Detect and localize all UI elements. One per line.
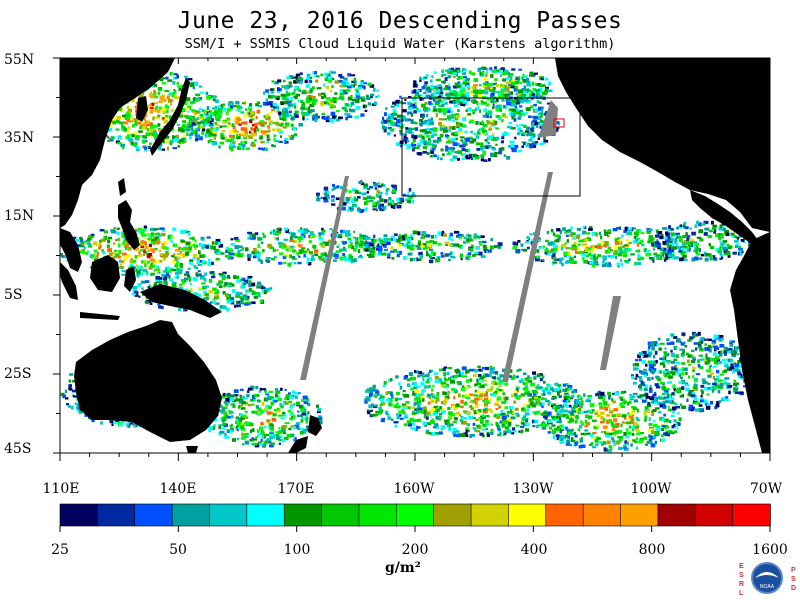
- colorbar-cell: [694, 503, 734, 527]
- missing-swath-1: [300, 176, 349, 380]
- logo-letter-d: D: [791, 585, 796, 592]
- land-sulawesi: [124, 266, 136, 292]
- colorbar-cell: [396, 503, 435, 527]
- latitude-label-15n: 15N: [4, 208, 35, 224]
- colorbar-cell: [134, 503, 173, 527]
- land-north-america: [555, 58, 770, 232]
- land-central-america: [690, 190, 758, 244]
- colorbar-unit: g/m²: [385, 560, 421, 576]
- colorbar-cell: [358, 503, 398, 527]
- colorbar-cell: [283, 503, 323, 527]
- colorbar-cell: [59, 503, 99, 527]
- land-australia: [74, 320, 222, 442]
- latitude-label-25s: 25S: [4, 366, 32, 382]
- colorbar-cell: [246, 503, 286, 527]
- colorbar-cell: [470, 503, 510, 527]
- colorbar-cell: [209, 503, 248, 527]
- colorbar-cell: [97, 503, 136, 527]
- colorbar-cell: [620, 503, 659, 527]
- missing-swath-2: [502, 172, 553, 382]
- colorbar-cell: [508, 503, 547, 527]
- colorbar-cell: [433, 503, 472, 527]
- land-new-guinea: [140, 284, 222, 318]
- land-borneo: [90, 255, 120, 292]
- latitude-label-55n: 55N: [4, 52, 35, 68]
- land-new-zealand-south: [288, 436, 308, 453]
- colorbar: [59, 503, 771, 527]
- longitude-label-140e: 140E: [159, 481, 197, 497]
- land-philippines: [118, 200, 140, 250]
- land-korea: [136, 96, 148, 122]
- colorbar-label-25: 25: [51, 542, 69, 558]
- colorbar-cell: [321, 503, 360, 527]
- logo-letter-r: R: [739, 581, 744, 588]
- longitude-label-100w: 100W: [630, 481, 672, 497]
- latitude-label-35n: 35N: [4, 130, 35, 146]
- colorbar-cell: [582, 503, 622, 527]
- land-taiwan: [118, 178, 126, 196]
- land-asia: [60, 58, 175, 228]
- colorbar-label-50: 50: [169, 542, 187, 558]
- colorbar-cell: [657, 503, 697, 527]
- colorbar-label-200: 200: [401, 542, 429, 558]
- land-indochina: [60, 228, 82, 272]
- logo-letter-s2: S: [791, 576, 796, 583]
- logo-emblem-text: NOAA: [760, 584, 775, 590]
- colorbar-cell: [545, 503, 584, 527]
- land-south-america: [730, 232, 770, 453]
- longitude-label-170e: 170E: [277, 481, 315, 497]
- missing-swath-3: [600, 296, 621, 370]
- land-sumatra: [60, 262, 78, 300]
- latitude-label-45s: 45S: [4, 441, 32, 457]
- noaa-esrl-psd-logo: E S R L P S D NOAA: [739, 562, 796, 597]
- colorbar-cell: [732, 503, 771, 527]
- logo-letter-s: S: [739, 572, 744, 579]
- land-new-zealand-north: [308, 415, 322, 436]
- map-ticks: [53, 57, 771, 461]
- noaa-gull-icon: [755, 572, 779, 578]
- longitude-label-110e: 110E: [42, 481, 80, 497]
- colorbar-ticks: [59, 526, 771, 532]
- land-tasmania: [186, 446, 198, 453]
- logo-letter-e: E: [739, 563, 744, 570]
- land-java: [80, 312, 120, 320]
- longitude-label-130w: 130W: [512, 481, 554, 497]
- noaa-emblem-icon: [751, 562, 783, 594]
- logo-letter-p: P: [791, 567, 796, 574]
- colorbar-label-1600: 1600: [752, 542, 788, 558]
- colorbar-label-400: 400: [520, 542, 548, 558]
- logo-letter-l: L: [739, 590, 744, 597]
- longitude-label-160w: 160W: [393, 481, 435, 497]
- latitude-label-5s: 5S: [4, 287, 23, 303]
- region-box: [401, 97, 581, 197]
- small-region-box: [553, 118, 565, 128]
- colorbar-label-800: 800: [638, 542, 666, 558]
- land-japan: [150, 78, 190, 156]
- chart-subtitle: SSM/I + SSMIS Cloud Liquid Water (Karste…: [184, 36, 616, 52]
- longitude-label-70w: 70W: [749, 481, 783, 497]
- colorbar-label-100: 100: [283, 542, 311, 558]
- missing-swath-4: [538, 100, 558, 138]
- colorbar-cell: [171, 503, 211, 527]
- chart-title: June 23, 2016 Descending Passes: [177, 8, 623, 34]
